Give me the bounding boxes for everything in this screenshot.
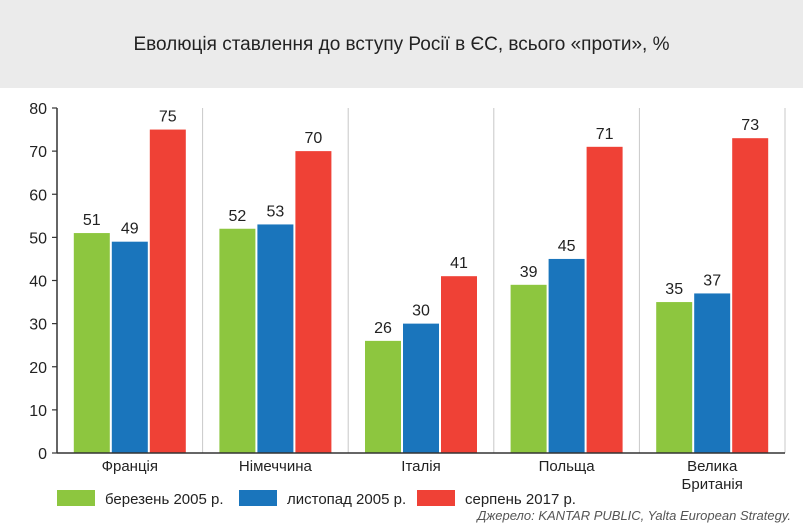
category-label: Польща	[539, 458, 596, 475]
y-tick-label: 0	[38, 446, 47, 463]
data-label: 35	[665, 281, 683, 298]
category-label-line: Польща	[539, 458, 596, 475]
bar	[732, 138, 769, 453]
category-label: Німеччина	[239, 458, 313, 475]
data-label: 41	[450, 255, 468, 272]
y-tick-label: 60	[29, 187, 47, 204]
bar	[403, 323, 439, 453]
data-label: 73	[741, 117, 759, 134]
y-tick-label: 50	[29, 230, 47, 247]
chart-title: Еволюція ставлення до вступу Росії в ЄС,…	[133, 34, 670, 55]
data-label: 45	[558, 238, 576, 255]
y-tick-label: 40	[29, 274, 47, 291]
category-label-line: Італія	[401, 458, 440, 475]
legend-label: листопад 2005 р.	[287, 491, 406, 508]
data-label: 37	[703, 272, 721, 289]
source-note: Джерело: KANTAR PUBLIC, Yalta European S…	[477, 508, 791, 523]
data-label: 26	[374, 320, 392, 337]
data-label: 30	[412, 303, 430, 320]
legend-swatch	[57, 490, 95, 506]
bar	[365, 340, 401, 453]
bar	[510, 284, 547, 453]
title-band	[0, 0, 803, 88]
bar	[586, 146, 623, 453]
bar	[548, 258, 585, 453]
data-label: 51	[83, 212, 101, 229]
category-label-line: Велика	[687, 458, 738, 475]
category-label-line: Британія	[682, 476, 743, 493]
legend-swatch	[239, 490, 277, 506]
bar	[257, 224, 294, 453]
y-tick-label: 10	[29, 403, 47, 420]
bar	[441, 276, 477, 453]
legend-label: березень 2005 р.	[105, 491, 223, 508]
y-tick-label: 70	[29, 144, 47, 161]
data-label: 53	[267, 203, 285, 220]
category-label: Франція	[102, 458, 158, 475]
bar	[73, 233, 110, 453]
y-tick-label: 20	[29, 360, 47, 377]
category-label: Італія	[401, 458, 440, 475]
data-label: 75	[159, 109, 177, 126]
bar	[219, 228, 256, 453]
y-tick-label: 80	[29, 101, 47, 118]
bar	[656, 302, 693, 453]
bar	[149, 129, 186, 453]
bar	[295, 151, 332, 453]
data-label: 39	[520, 264, 538, 281]
data-label: 49	[121, 221, 139, 238]
data-label: 70	[305, 130, 323, 147]
category-label-line: Німеччина	[239, 458, 313, 475]
bar	[111, 241, 148, 453]
bar	[694, 293, 731, 453]
category-label: Велика Британія	[682, 458, 743, 493]
data-label: 52	[229, 208, 247, 225]
data-label: 71	[596, 126, 614, 143]
legend-swatch	[417, 490, 455, 506]
legend-label: серпень 2017 р.	[465, 491, 576, 508]
y-tick-label: 30	[29, 317, 47, 334]
category-label-line: Франція	[102, 458, 158, 475]
